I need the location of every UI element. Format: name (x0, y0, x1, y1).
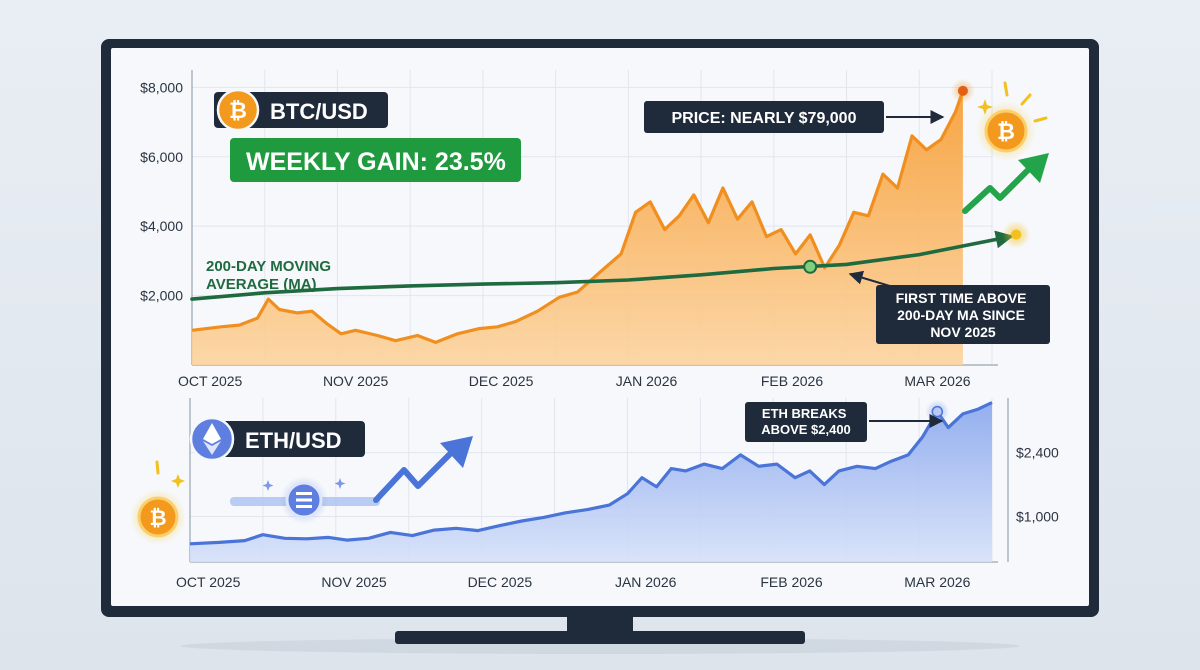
bitcoin-coin-icon (984, 109, 1028, 153)
price-callout-text: PRICE: NEARLY $79,000 (672, 110, 857, 127)
btc-x-tick-label: OCT 2025 (178, 373, 243, 389)
eth-y-tick-label: $1,000 (1016, 508, 1059, 524)
btc-x-axis: OCT 2025 NOV 2025 DEC 2025 JAN 2026 FEB 2026… (178, 373, 971, 389)
btc-x-tick-label: FEB 2026 (761, 373, 823, 389)
eth-price-line (189, 401, 993, 546)
btc-title: BTC/USD (270, 99, 368, 124)
price-callout: PRICE: NEARLY $79,000 (644, 101, 945, 133)
eth-title: ETH/USD (245, 428, 342, 453)
btc-price-line (191, 90, 965, 344)
eth-x-axis: OCT 2025 NOV 2025 DEC 2025 JAN 2026 FEB 2026… (176, 574, 971, 590)
eth-callout-line-2: ABOVE $2,400 (761, 422, 851, 437)
btc-chart (190, 78, 1031, 366)
ma-end-point (1011, 229, 1022, 240)
eth-price-area (190, 402, 992, 562)
eth-x-tick-label: OCT 2025 (176, 574, 241, 590)
weekly-gain-label: WEEKLY GAIN: 23.5% (246, 148, 506, 176)
btc-x-tick-label: DEC 2025 (469, 373, 534, 389)
eth-decor: ₿ (130, 436, 473, 545)
bitcoin-coin-icon (137, 496, 179, 538)
svg-text:ETH BREAKS ABOVE $2,400: ETH BREAKS ABOVE $2,400 (761, 406, 851, 437)
btc-y-tick-label: $4,000 (140, 218, 183, 234)
sparkle-icon (171, 474, 185, 488)
monitor-shadow (180, 638, 1020, 654)
ma-cross-line-3: NOV 2025 (930, 324, 996, 340)
btc-y-tick-label: $2,000 (140, 288, 183, 304)
btc-x-tick-label: JAN 2026 (616, 373, 678, 389)
eth-x-tick-label: NOV 2025 (321, 574, 387, 590)
eth-callout-line-1: ETH BREAKS (762, 406, 847, 421)
ma-cross-line-1: FIRST TIME ABOVE (896, 290, 1027, 306)
btc-price-area (192, 90, 963, 366)
sparkle-icon (977, 99, 993, 115)
btc-x-tick-label: MAR 2026 (904, 373, 970, 389)
trend-up-arrow-icon (962, 167, 1031, 214)
trend-up-arrow-icon (373, 449, 455, 503)
ma-legend-label: 200-DAY MOVING AVERAGE (MA) (206, 258, 335, 293)
btc-y-axis: $8,000 $6,000 $4,000 $2,000 (140, 79, 183, 303)
bitcoin-symbol: ₿ (229, 98, 247, 123)
weekly-gain-badge: WEEKLY GAIN: 23.5% (230, 138, 521, 182)
eth-x-tick-label: DEC 2025 (468, 574, 533, 590)
btc-x-tick-label: NOV 2025 (323, 373, 389, 389)
ma-cross-line-2: 200-DAY MA SINCE (897, 307, 1025, 323)
svg-text:FIRST TIME ABOVE 200-DAY: FIRST TIME ABOVE 200-DAY MA SINCE NOV 20… (896, 290, 1031, 340)
ma-legend-line-1: 200-DAY MOVING (206, 258, 331, 275)
eth-y-axis: $2,400 $1,000 (1016, 445, 1059, 525)
eth-y-tick-label: $2,400 (1016, 445, 1059, 461)
btc-decor: ₿ (962, 81, 1049, 214)
ma-legend-line-2: AVERAGE (MA) (206, 276, 317, 293)
ma-line (190, 230, 1014, 301)
sparkle-icon (334, 478, 346, 489)
eth-title-badge: ETH/USD (189, 416, 365, 462)
btc-title-badge: ₿ BTC/USD (214, 88, 388, 132)
btc-peak-point (957, 85, 968, 96)
bitcoin-symbol: ₿ (149, 507, 166, 530)
monitor-neck (567, 615, 633, 635)
sparkle-icon (262, 480, 274, 491)
monitor-stand (395, 631, 805, 644)
ma-cross-callout: FIRST TIME ABOVE 200-DAY MA SINCE NOV 20… (848, 270, 1050, 344)
eth-breaks-callout: ETH BREAKS ABOVE $2,400 (745, 402, 944, 442)
ma-cross-point (803, 259, 818, 274)
eth-peak-point (931, 405, 944, 418)
eth-x-tick-label: MAR 2026 (904, 574, 970, 590)
btc-y-tick-label: $6,000 (140, 149, 183, 165)
eth-x-tick-label: JAN 2026 (615, 574, 677, 590)
bitcoin-coin-icon (216, 88, 260, 132)
eth-x-tick-label: FEB 2026 (760, 574, 822, 590)
btc-y-tick-label: $8,000 (140, 79, 183, 95)
bitcoin-symbol: ₿ (997, 119, 1015, 144)
